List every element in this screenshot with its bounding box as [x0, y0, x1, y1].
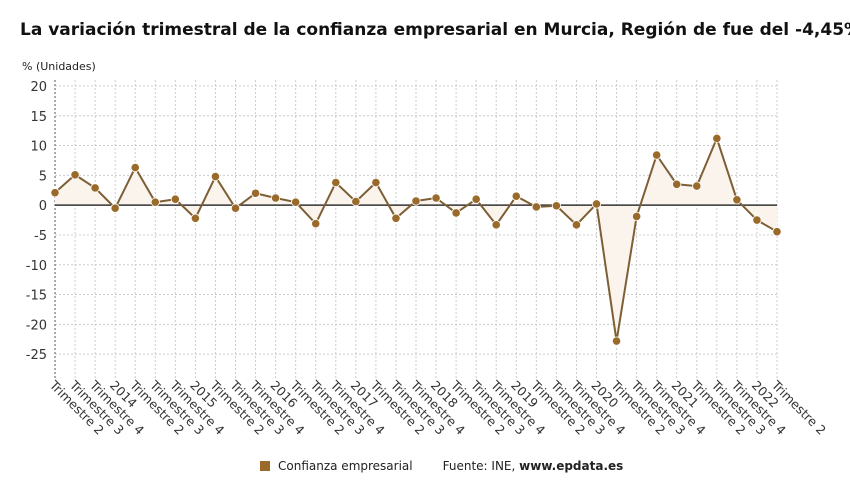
data-point — [692, 181, 702, 191]
data-point — [652, 150, 662, 160]
data-point — [431, 193, 441, 203]
data-point — [150, 197, 160, 207]
data-point — [632, 211, 642, 222]
y-tick-label: 20 — [30, 80, 47, 95]
data-point — [210, 171, 221, 182]
y-tick-label: -5 — [34, 229, 47, 244]
legend-marker — [260, 461, 270, 471]
data-point — [190, 213, 200, 223]
data-point — [491, 220, 501, 230]
data-point — [571, 220, 582, 230]
y-axis-unit: % (Unidades) — [22, 60, 96, 73]
data-point — [250, 188, 261, 198]
data-point — [90, 183, 100, 193]
y-tick-label: -20 — [26, 318, 47, 333]
y-tick-label: -15 — [26, 289, 47, 304]
data-point — [712, 133, 722, 144]
data-point — [170, 194, 180, 204]
data-point — [531, 202, 541, 212]
data-point — [70, 170, 80, 180]
y-tick-label: 10 — [30, 140, 47, 155]
data-point — [772, 227, 782, 237]
data-point — [471, 194, 481, 204]
data-point — [291, 197, 301, 207]
data-point — [411, 196, 421, 206]
data-point — [130, 163, 140, 173]
y-tick-label: 15 — [30, 110, 47, 125]
data-point — [110, 203, 120, 213]
data-point — [371, 177, 381, 188]
chart-title: La variación trimestral de la confianza … — [20, 20, 850, 40]
data-point — [511, 191, 521, 201]
data-point — [551, 201, 561, 211]
data-point — [752, 215, 762, 225]
data-point — [591, 199, 602, 209]
data-point — [271, 193, 281, 203]
data-point — [351, 196, 361, 207]
data-point — [672, 179, 682, 189]
data-point — [732, 195, 742, 205]
source-prefix: Fuente: INE, — [442, 459, 520, 473]
y-tick-label: -25 — [26, 348, 47, 363]
legend-series-label: Confianza empresarial — [278, 459, 413, 473]
data-point — [331, 177, 341, 188]
legend: Confianza empresarial Fuente: INE, www.e… — [260, 459, 623, 473]
source-note: Fuente: INE, www.epdata.es — [443, 459, 624, 473]
data-point — [230, 203, 241, 213]
data-point — [311, 219, 321, 229]
y-tick-label: 5 — [39, 169, 47, 184]
data-point — [50, 188, 60, 198]
data-point — [611, 336, 622, 346]
data-point — [391, 213, 401, 223]
y-tick-label: 0 — [39, 199, 47, 214]
source-site: www.epdata.es — [519, 459, 624, 473]
y-tick-label: -10 — [26, 259, 47, 274]
data-point — [451, 208, 461, 218]
